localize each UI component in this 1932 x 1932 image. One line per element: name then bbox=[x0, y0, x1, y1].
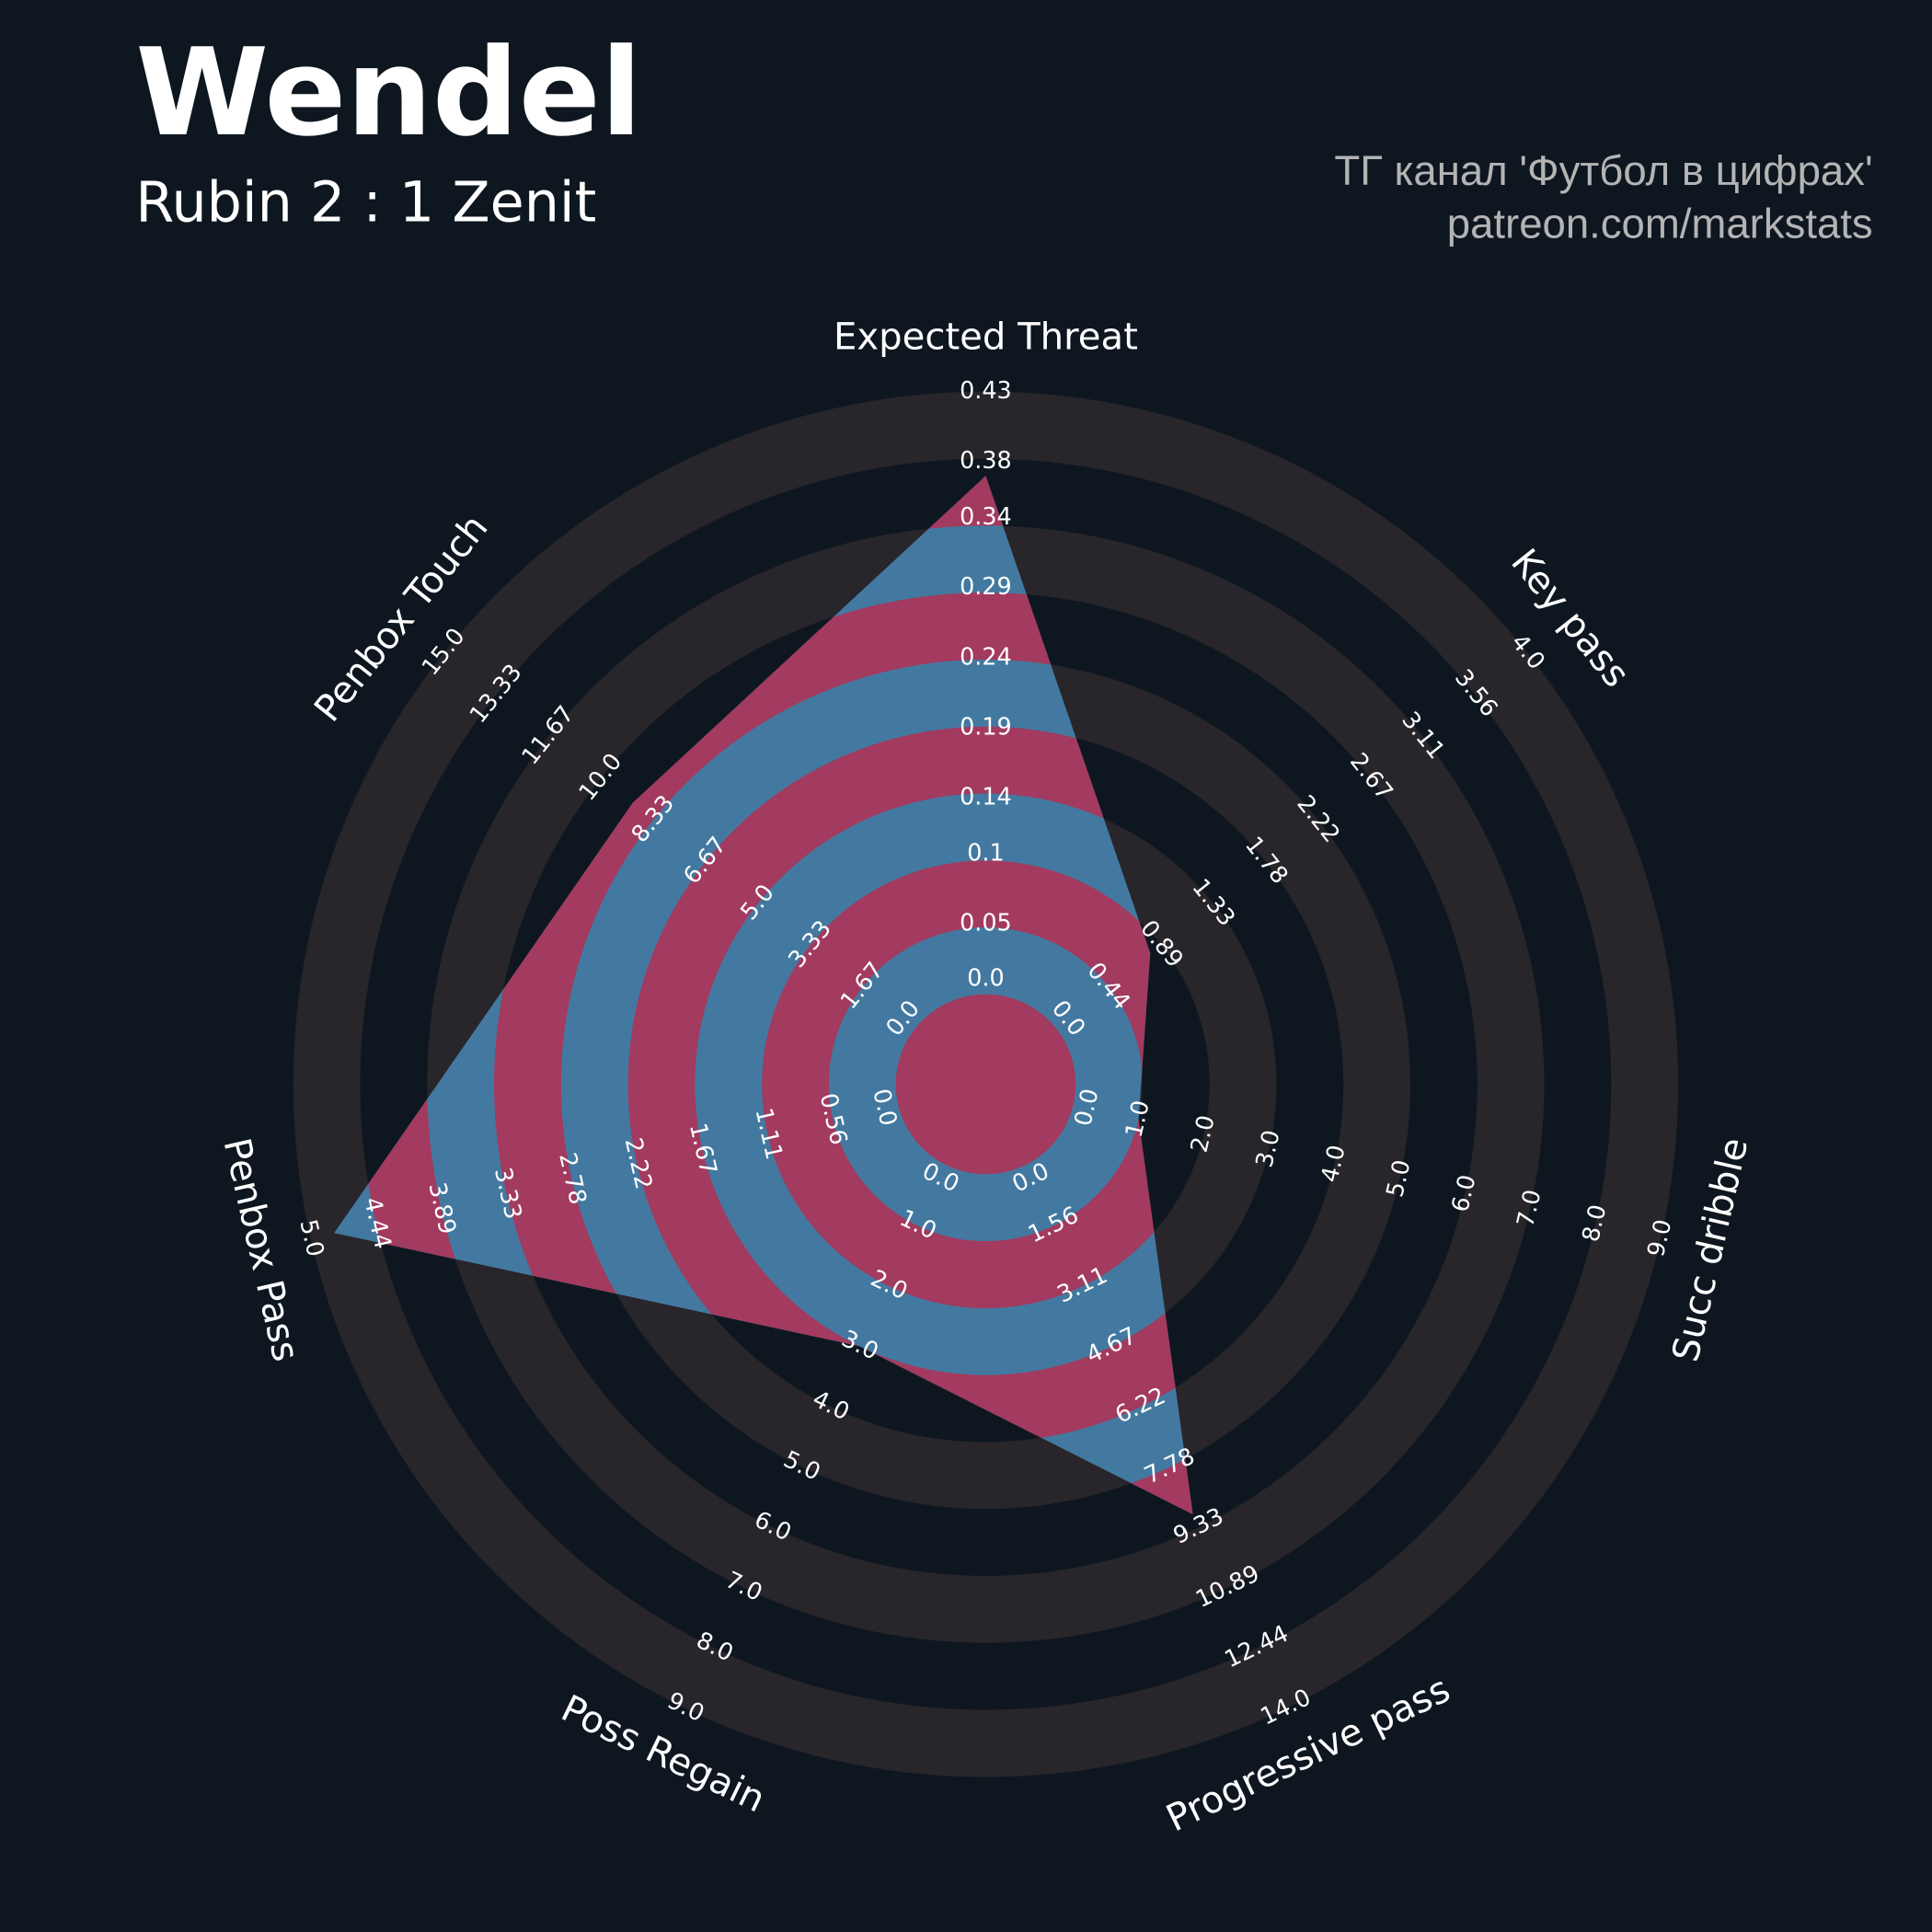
alt-band bbox=[895, 994, 1076, 1175]
tick-label: 0.1 bbox=[967, 838, 1004, 866]
annotation: patreon.com/markstats bbox=[1447, 200, 1873, 247]
chart-title: Wendel bbox=[135, 22, 642, 163]
tick-label: 0.05 bbox=[960, 909, 1012, 937]
tick-label: 0.19 bbox=[960, 712, 1012, 740]
axis-label: Expected Threat bbox=[834, 316, 1138, 358]
tick-label: 0.29 bbox=[960, 572, 1012, 600]
tick-label: 0.24 bbox=[960, 642, 1012, 670]
annotation: ТГ канал 'Футбол в цифрах' bbox=[1334, 147, 1872, 194]
tick-label: 0.43 bbox=[960, 376, 1012, 404]
tick-label: 0.38 bbox=[960, 446, 1012, 474]
tick-label: 0.14 bbox=[960, 783, 1012, 811]
chart-subtitle: Rubin 2 : 1 Zenit bbox=[135, 170, 596, 235]
alt-band bbox=[762, 860, 1193, 1308]
tick-label: 0.0 bbox=[967, 964, 1004, 992]
radar-alt-bands bbox=[360, 476, 1193, 1514]
tick-label: 0.34 bbox=[960, 502, 1012, 530]
